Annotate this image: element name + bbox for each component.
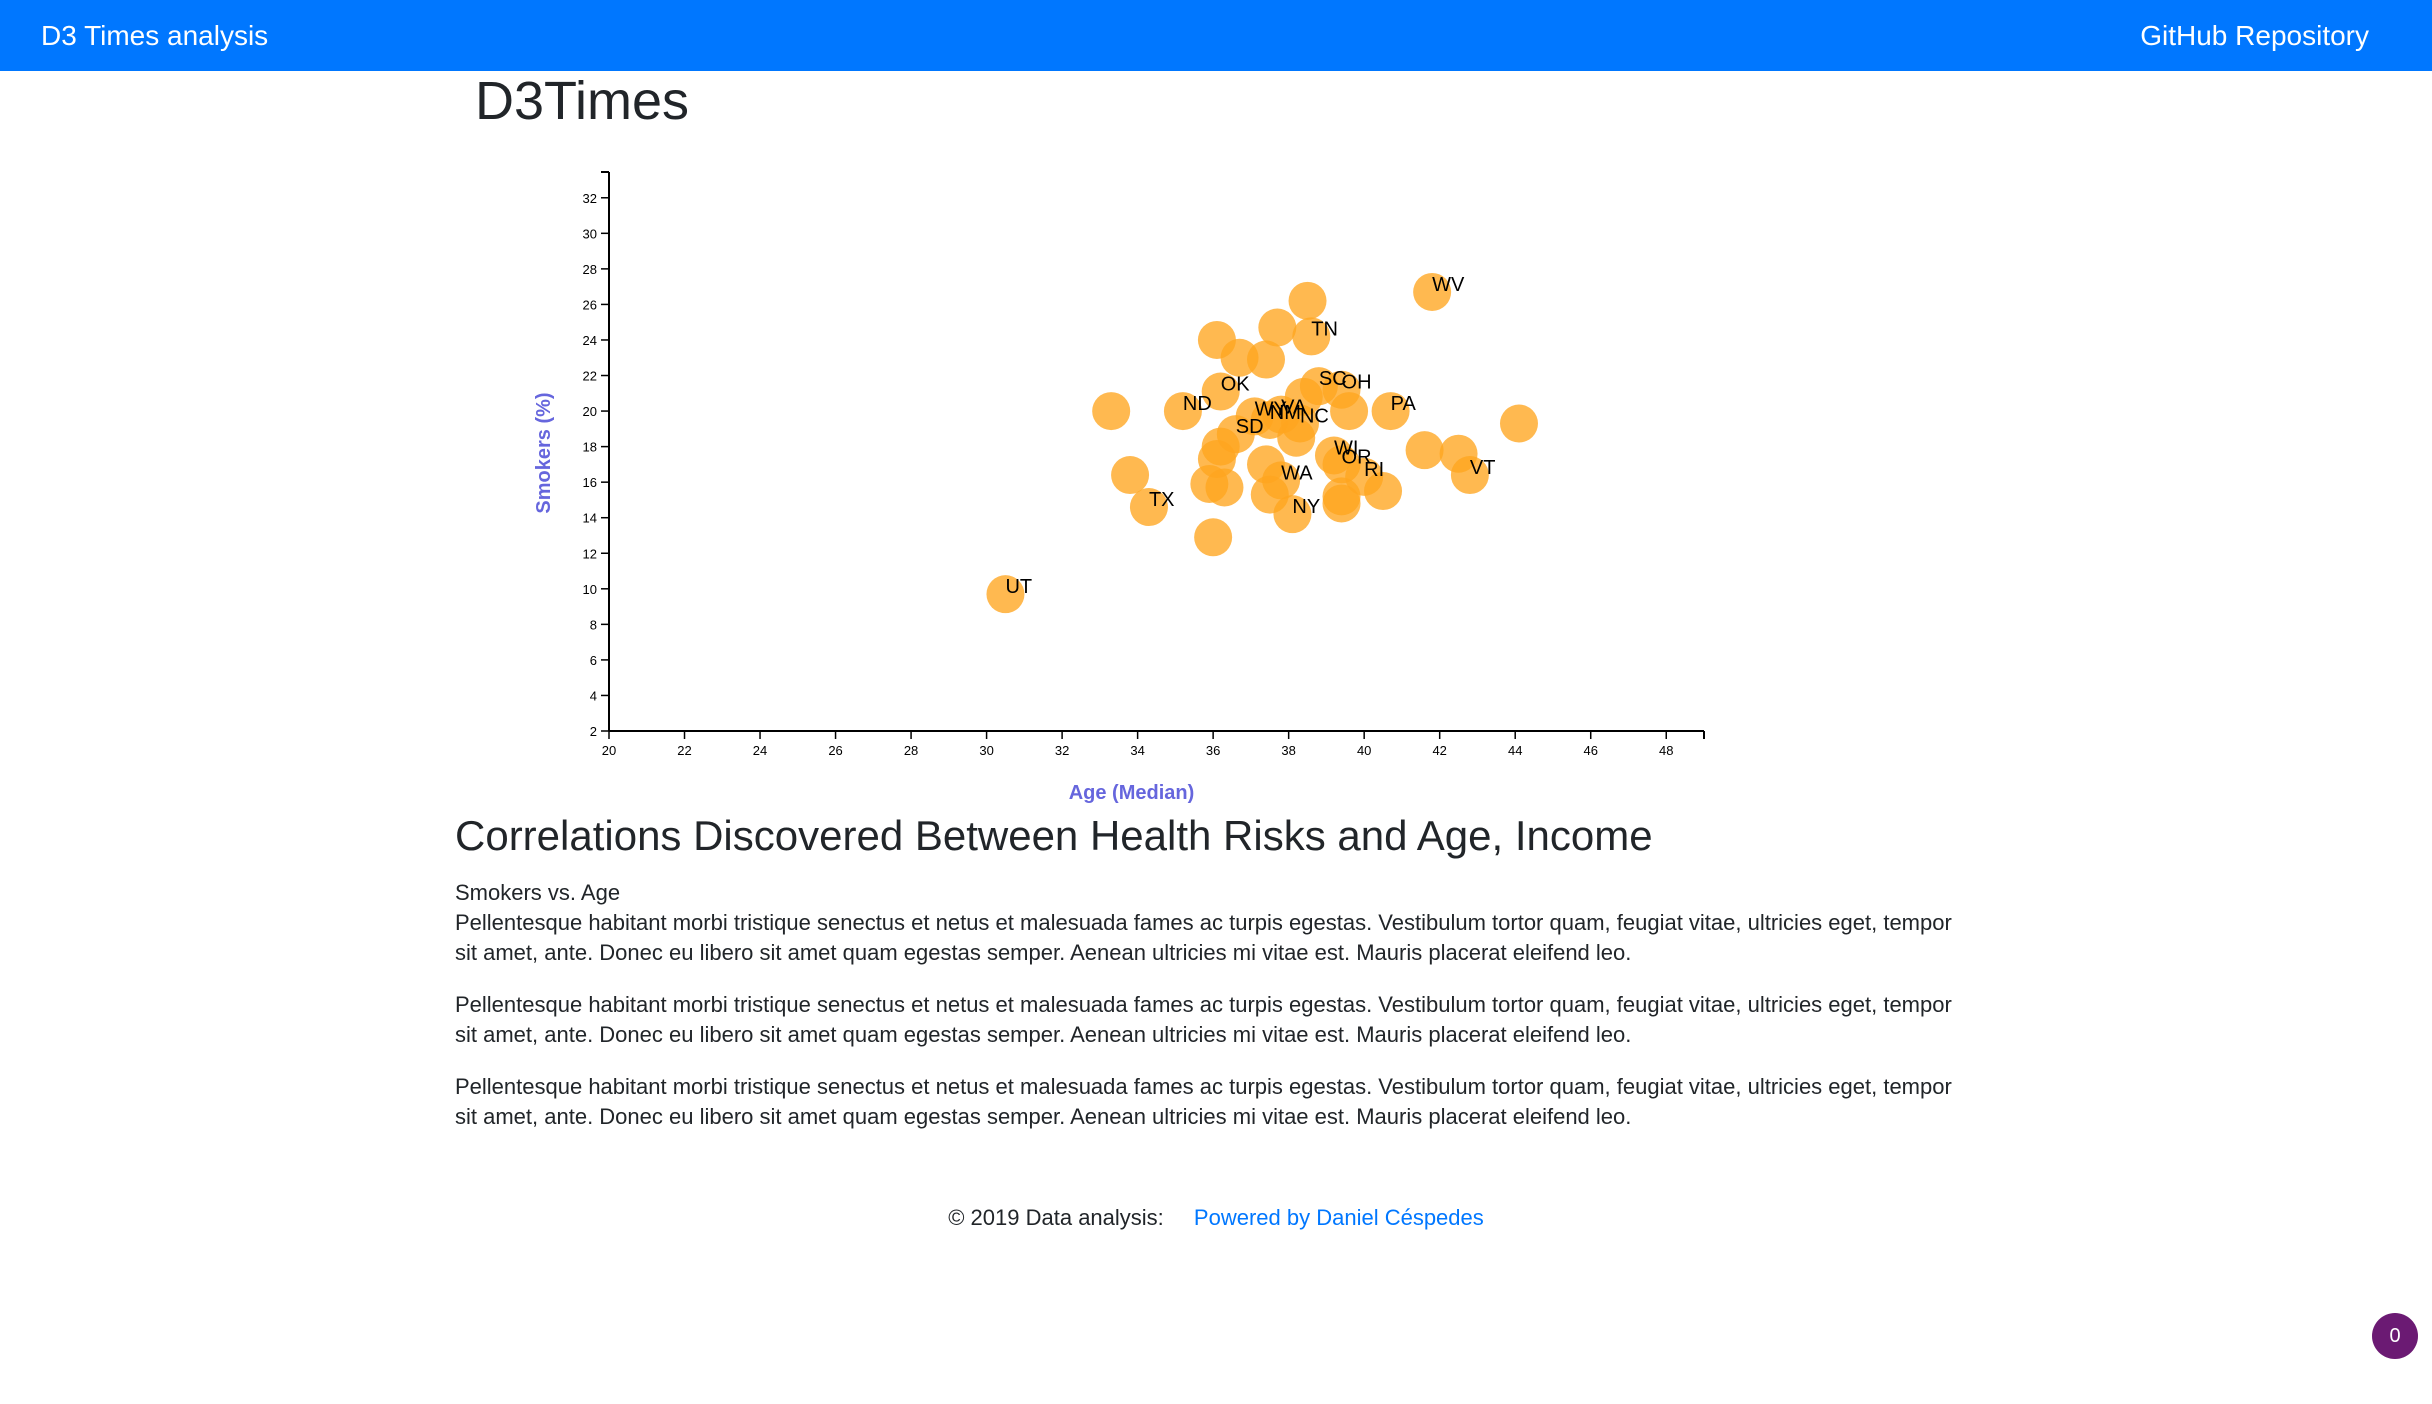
data-point-label: NM xyxy=(1270,402,1301,424)
data-point-label: SD xyxy=(1236,416,1264,438)
y-tick-label: 28 xyxy=(583,262,597,277)
x-tick-label: 40 xyxy=(1357,743,1371,758)
page-title: D3Times xyxy=(475,71,690,131)
data-point-label: OH xyxy=(1342,372,1372,394)
x-axis: 20 22 24 26 28 30 32 34 36 38 40 42 44 46 48 xyxy=(602,730,1705,758)
data-point[interactable] xyxy=(1322,484,1361,523)
x-tick-label: 34 xyxy=(1130,743,1144,758)
data-point[interactable] xyxy=(1288,281,1327,320)
article-paragraph: Pellentesque habitant morbi tristique se… xyxy=(455,910,1952,965)
data-point-label: OK xyxy=(1221,374,1251,396)
data-point-label: WV xyxy=(1432,274,1465,296)
data-point[interactable] xyxy=(1163,392,1202,431)
data-point-label: RI xyxy=(1364,459,1384,481)
x-tick-label: 44 xyxy=(1508,743,1522,758)
x-tick-label: 46 xyxy=(1583,743,1597,758)
data-point-label: PA xyxy=(1391,393,1417,415)
data-point-label: ND xyxy=(1183,393,1212,415)
x-tick-label: 28 xyxy=(904,743,918,758)
y-tick-label: 16 xyxy=(583,475,597,490)
data-point[interactable] xyxy=(1201,372,1240,411)
y-tick-label: 32 xyxy=(583,191,597,206)
x-tick-label: 30 xyxy=(979,743,993,758)
data-point[interactable] xyxy=(1292,317,1331,356)
y-tick-label: 10 xyxy=(583,582,597,597)
data-point[interactable] xyxy=(1277,418,1316,457)
x-tick-label: 38 xyxy=(1281,743,1295,758)
data-point[interactable] xyxy=(1205,468,1244,507)
data-point[interactable] xyxy=(1364,472,1403,511)
data-point-label: WA xyxy=(1281,462,1313,484)
x-tick-label: 26 xyxy=(828,743,842,758)
y-tick-label: 12 xyxy=(583,546,597,561)
chart-points xyxy=(986,272,1538,614)
y-tick-label: 26 xyxy=(583,297,597,312)
x-axis-label[interactable]: Age (Median) xyxy=(1069,782,1195,804)
data-point-label: VT xyxy=(1470,457,1496,479)
data-point[interactable] xyxy=(1330,392,1369,431)
data-point[interactable] xyxy=(1092,392,1131,431)
data-point-label: NY xyxy=(1292,496,1320,518)
data-point-label: WI xyxy=(1334,438,1358,460)
y-tick-label: 14 xyxy=(583,511,597,526)
data-point[interactable] xyxy=(1450,456,1489,495)
data-point[interactable] xyxy=(1405,431,1444,470)
data-point[interactable] xyxy=(1413,272,1452,311)
scatter-chart: 20 22 24 26 28 30 32 34 36 38 40 42 44 46 48 246810121… xyxy=(533,171,1705,804)
footer: © 2019 Data analysis: Powered by Daniel … xyxy=(0,1205,2432,1231)
y-tick-label: 6 xyxy=(590,653,597,668)
notification-badge[interactable]: 0 xyxy=(2372,1313,2418,1359)
data-point-label: NC xyxy=(1300,406,1329,428)
x-tick-label: 24 xyxy=(753,743,767,758)
data-point[interactable] xyxy=(1273,495,1312,534)
article-subheading: Smokers vs. Age xyxy=(455,880,621,905)
footer-copyright: © 2019 Data analysis: xyxy=(948,1205,1164,1230)
footer-author-link[interactable]: Powered by Daniel Céspedes xyxy=(1193,1205,1484,1230)
data-point[interactable] xyxy=(1371,392,1410,431)
data-point[interactable] xyxy=(1111,456,1150,495)
data-point[interactable] xyxy=(1194,518,1233,557)
y-axis-label[interactable]: Smokers (%) xyxy=(533,392,555,513)
x-tick-label: 48 xyxy=(1659,743,1673,758)
data-point[interactable] xyxy=(986,575,1025,614)
data-point[interactable] xyxy=(1499,404,1538,443)
y-tick-label: 18 xyxy=(583,440,597,455)
y-tick-label: 24 xyxy=(583,333,597,348)
navbar-brand-link[interactable]: D3 Times analysis xyxy=(41,20,269,51)
data-point-label: VA xyxy=(1281,397,1307,419)
data-point[interactable] xyxy=(1258,308,1297,347)
y-tick-label: 20 xyxy=(583,404,597,419)
x-tick-label: 20 xyxy=(602,743,616,758)
data-point[interactable] xyxy=(1129,488,1168,527)
x-tick-label: 32 xyxy=(1055,743,1069,758)
y-tick-label: 30 xyxy=(583,226,597,241)
x-tick-label: 36 xyxy=(1206,743,1220,758)
github-repository-link[interactable]: GitHub Repository xyxy=(2140,20,2369,51)
y-tick-label: 2 xyxy=(590,724,597,739)
article-paragraph: Pellentesque habitant morbi tristique se… xyxy=(455,1074,1952,1129)
data-point-label: OR xyxy=(1342,446,1372,468)
x-tick-label: 42 xyxy=(1432,743,1446,758)
data-point-label: UT xyxy=(1005,576,1032,598)
article: Correlations Discovered Between Health R… xyxy=(455,812,1975,1154)
data-point-label: SC xyxy=(1319,368,1347,390)
data-point-label: TX xyxy=(1149,489,1175,511)
y-tick-label: 22 xyxy=(583,369,597,384)
data-point-label: TN xyxy=(1311,318,1338,340)
navbar: D3 Times analysis GitHub Repository xyxy=(0,0,2432,71)
y-tick-label: 4 xyxy=(590,688,597,703)
y-tick-label: 8 xyxy=(590,617,597,632)
article-heading: Correlations Discovered Between Health R… xyxy=(455,812,1653,859)
x-tick-label: 22 xyxy=(677,743,691,758)
article-paragraph: Pellentesque habitant morbi tristique se… xyxy=(455,992,1952,1047)
data-point-label: WY xyxy=(1255,398,1287,420)
data-point[interactable] xyxy=(1247,340,1285,379)
